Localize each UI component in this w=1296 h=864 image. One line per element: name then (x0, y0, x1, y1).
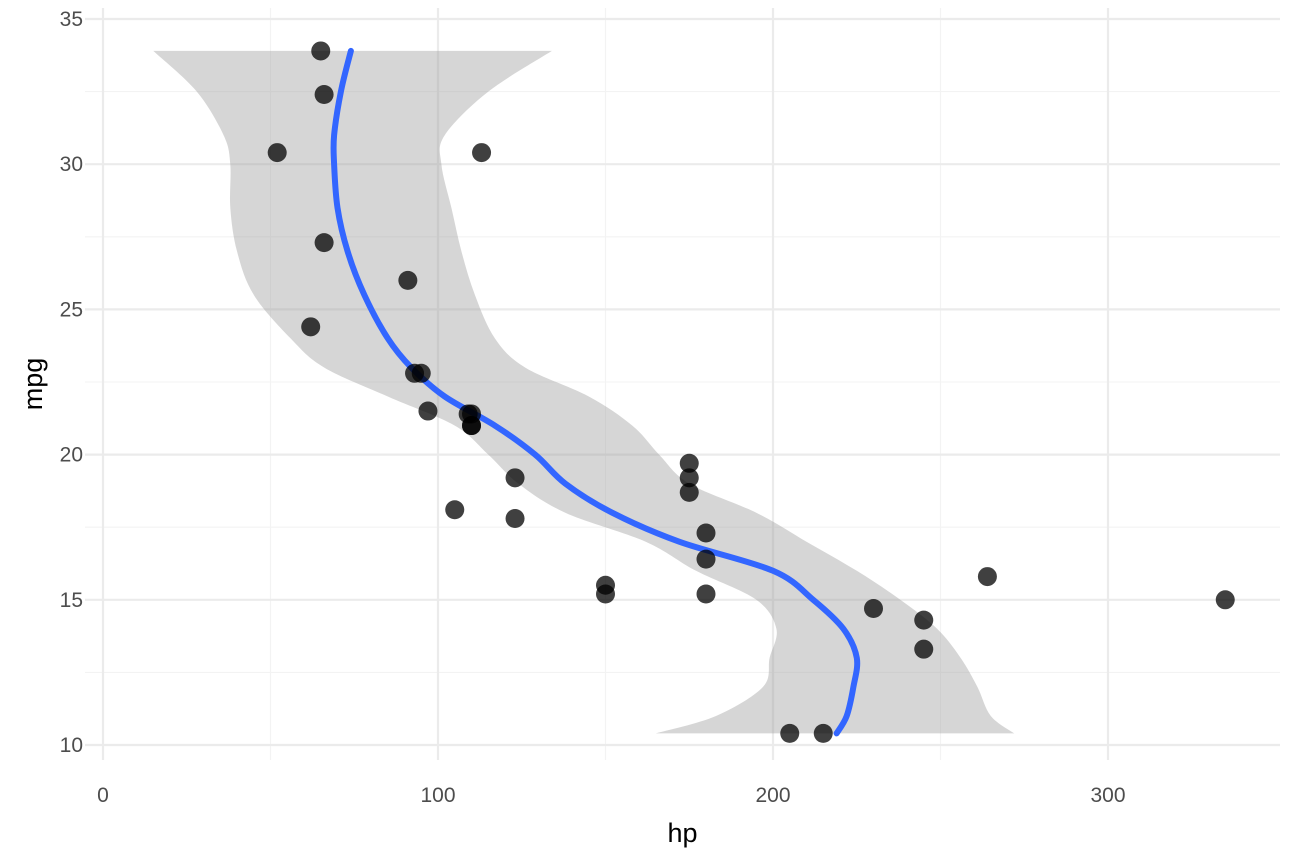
data-point (301, 317, 321, 337)
data-point (458, 404, 478, 424)
major-gridlines (85, 8, 1280, 760)
data-point (914, 610, 934, 630)
data-point (696, 523, 716, 543)
y-tick-label: 15 (60, 589, 83, 612)
y-tick-label: 30 (60, 153, 83, 176)
data-point (596, 584, 615, 604)
data-point (780, 723, 800, 743)
data-point (418, 401, 438, 421)
y-tick-label: 25 (60, 298, 83, 321)
data-point (267, 143, 287, 163)
data-point (398, 270, 418, 290)
data-point (679, 468, 699, 488)
y-axis-title: mpg (18, 358, 48, 411)
y-tick-label: 10 (60, 734, 83, 757)
data-point (696, 549, 716, 569)
data-point (1215, 590, 1235, 610)
y-tick-label: 35 (60, 8, 83, 31)
minor-gridlines (85, 8, 1280, 760)
data-point (505, 508, 525, 528)
x-tick-label: 300 (1090, 784, 1125, 807)
confidence-ribbon (153, 50, 1015, 734)
x-tick-label: 0 (97, 784, 109, 807)
x-tick-labels: 0 100 200 300 (97, 784, 1125, 807)
data-point (813, 723, 833, 743)
y-tick-labels: 10 15 20 25 30 35 (60, 8, 83, 757)
x-axis-title: hp (667, 818, 697, 848)
data-point (445, 500, 465, 520)
data-point (864, 599, 883, 619)
data-point (411, 363, 431, 383)
x-tick-label: 100 (420, 784, 455, 807)
data-point (311, 41, 331, 61)
data-point (977, 567, 997, 587)
x-tick-label: 200 (755, 784, 790, 807)
data-points (267, 41, 1235, 743)
smooth-line (330, 47, 861, 737)
data-point (914, 639, 934, 659)
y-tick-label: 20 (60, 444, 83, 467)
data-point (314, 85, 334, 105)
data-point (314, 233, 334, 253)
data-point (472, 143, 492, 163)
data-point (505, 468, 525, 488)
data-point (679, 482, 699, 502)
data-point (679, 453, 699, 473)
data-point (696, 584, 716, 604)
